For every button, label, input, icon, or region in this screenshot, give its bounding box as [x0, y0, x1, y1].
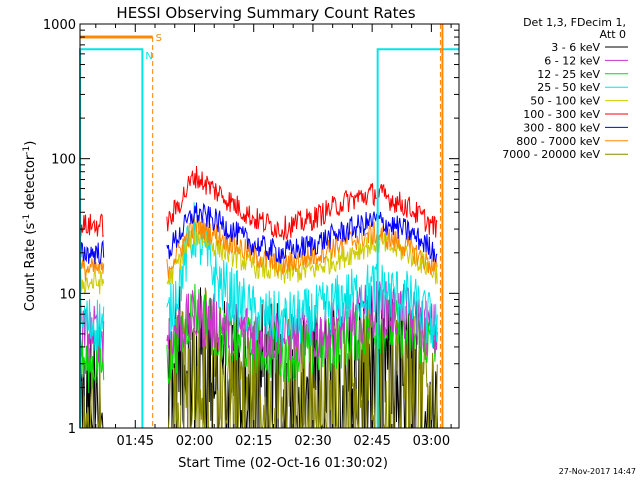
- series-100-300-kev: [79, 165, 438, 242]
- x-tick-label: 03:00: [413, 434, 450, 449]
- legend-entry-label: 50 - 100 keV: [530, 95, 600, 108]
- night-label: N: [145, 51, 152, 62]
- legend-entry-label: 6 - 12 keV: [544, 54, 600, 67]
- x-tick-label: 02:00: [176, 434, 213, 449]
- plot-area: [79, 165, 438, 430]
- legend-entry-label: 3 - 6 keV: [551, 41, 600, 54]
- night-interval-right: [376, 48, 459, 428]
- x-axis: 01:45 02:00 02:15 02:30 02:45 03:00: [95, 24, 452, 449]
- legend-entry-label: 7000 - 20000 keV: [502, 148, 600, 161]
- series-segment-main: [166, 202, 438, 264]
- series-segment-main: [166, 222, 438, 285]
- chart-title: HESSI Observing Summary Count Rates: [116, 4, 415, 22]
- y-tick-label: 1000: [43, 18, 76, 33]
- series-25-50-kev: [79, 202, 438, 352]
- x-tick-label: 02:15: [235, 434, 272, 449]
- legend-entry-label: 800 - 7000 keV: [516, 135, 600, 148]
- series-segment-pre: [79, 213, 105, 238]
- x-tick-label: 01:45: [117, 434, 154, 449]
- series-segment-main: [166, 214, 438, 279]
- y-axis: 1 10 100 1000: [43, 18, 459, 437]
- legend-entry-label: 12 - 25 keV: [537, 68, 600, 81]
- legend-header-line2: Att 0: [600, 28, 626, 41]
- x-tick-label: 02:45: [353, 434, 390, 449]
- series-segment-pre: [79, 297, 105, 352]
- plot-frame: [79, 23, 460, 429]
- series-300-800-kev: [79, 202, 438, 265]
- saa-night-markers: SN: [79, 24, 459, 428]
- y-axis-label: Count Rate (s-1 detector-1): [22, 141, 38, 312]
- legend-entry-label: 25 - 50 keV: [537, 81, 600, 94]
- timestamp: 27-Nov-2017 14:47: [559, 467, 636, 476]
- series-segment-main: [166, 165, 438, 242]
- y-tick-label: 10: [59, 287, 76, 302]
- legend-entry-label: 300 - 800 keV: [523, 121, 600, 134]
- legend-entry-label: 100 - 300 keV: [523, 108, 600, 121]
- series-50-100-kev: [79, 222, 438, 295]
- series-segment-main: [166, 202, 438, 348]
- x-tick-label: 02:30: [294, 434, 331, 449]
- legend-header-line1: Det 1,3, FDecim 1,: [523, 16, 626, 29]
- series-segment-pre: [79, 269, 105, 295]
- series-segment-pre: [79, 334, 105, 394]
- y-tick-label: 100: [51, 153, 76, 168]
- series-segment-pre: [79, 239, 105, 265]
- x-axis-label: Start Time (02-Oct-16 01:30:02): [178, 456, 388, 471]
- y-tick-label: 1: [68, 422, 76, 437]
- saa-label: S: [156, 33, 162, 44]
